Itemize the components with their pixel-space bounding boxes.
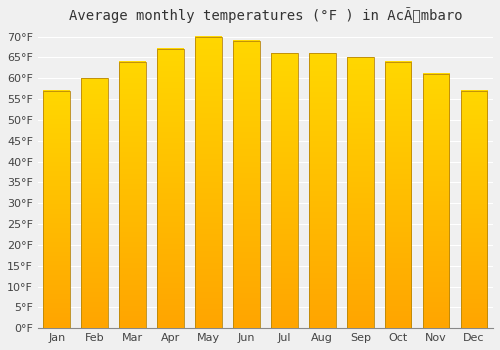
Bar — [82, 78, 108, 328]
Bar — [423, 74, 450, 328]
Bar — [461, 91, 487, 328]
Bar — [347, 57, 374, 328]
Bar — [271, 53, 297, 328]
Bar — [233, 41, 260, 328]
Title: Average monthly temperatures (°F ) in AcÃmbaro: Average monthly temperatures (°F ) in Ac… — [68, 7, 462, 23]
Bar — [44, 91, 70, 328]
Bar — [385, 62, 411, 328]
Bar — [309, 53, 336, 328]
Bar — [195, 36, 222, 328]
Bar — [158, 49, 184, 328]
Bar — [120, 62, 146, 328]
